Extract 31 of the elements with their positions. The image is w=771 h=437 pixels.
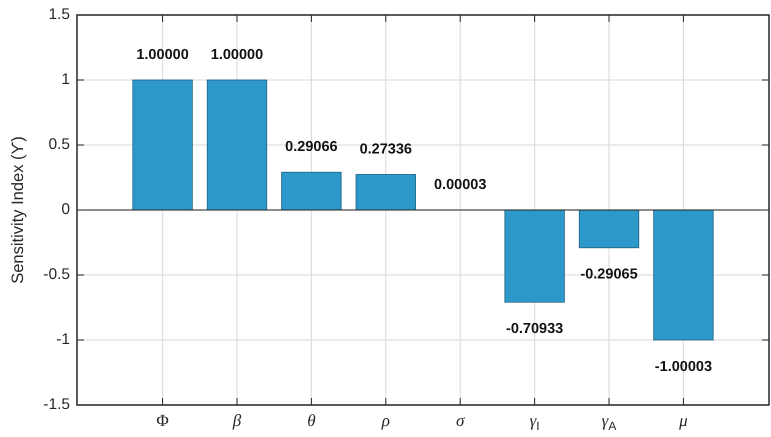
- data-label: 1.00000: [136, 46, 189, 63]
- data-label: -0.70933: [506, 321, 564, 338]
- bar: [132, 80, 193, 210]
- bar: [578, 210, 640, 248]
- y-tick-label: -0.5: [43, 266, 70, 284]
- data-label: 1.00000: [210, 46, 264, 63]
- x-tick-label: Φ: [156, 411, 169, 430]
- data-label: 0.00003: [434, 176, 486, 193]
- x-tick-label: μ: [678, 411, 688, 430]
- x-tick-label: γ$_{I}$: [530, 411, 540, 433]
- data-label: 0.27336: [360, 141, 412, 158]
- y-tick-label: -1: [56, 331, 70, 348]
- bar: [356, 174, 416, 210]
- data-label: 0.29066: [285, 139, 338, 156]
- bar: [281, 172, 342, 210]
- data-label: -0.29065: [580, 266, 638, 283]
- x-tick-label: σ: [456, 411, 466, 430]
- y-tick-label: 1: [61, 71, 70, 88]
- y-tick-label: 1.5: [48, 6, 70, 24]
- y-tick-label: 0: [61, 201, 70, 218]
- bar: [206, 80, 268, 210]
- bar: [653, 210, 714, 340]
- x-tick-label: β: [232, 411, 242, 430]
- x-tick-label: θ: [307, 411, 316, 430]
- y-tick-label: -1.5: [43, 396, 70, 414]
- data-label: -1.00003: [654, 358, 712, 375]
- x-tick-label: ρ: [380, 411, 390, 430]
- y-tick-label: 0.5: [48, 136, 70, 154]
- x-tick-label: γ$_{A}$: [602, 411, 616, 433]
- y-axis-title: Sensitivity Index (ϒ): [9, 136, 28, 284]
- bar: [504, 210, 565, 303]
